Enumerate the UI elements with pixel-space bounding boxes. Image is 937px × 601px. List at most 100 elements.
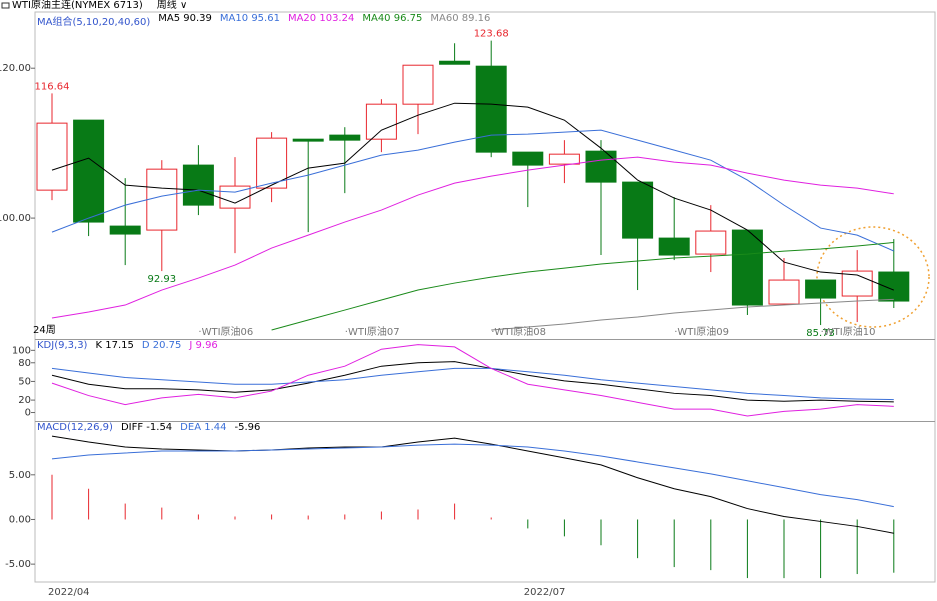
candle-body bbox=[365, 103, 397, 140]
candle-body bbox=[329, 134, 361, 141]
candle-body bbox=[292, 138, 324, 142]
symbol[interactable]: WTI原油主连(NYMEX 6713) bbox=[12, 0, 143, 11]
candle-body bbox=[768, 279, 800, 305]
line-ma40 bbox=[271, 241, 894, 331]
legend-value: 89.16 bbox=[461, 13, 491, 24]
legend-value: 95.61 bbox=[251, 13, 280, 24]
kdj-legend: KDJ(9,3,3) K 17.15 D 20.75 J 9.96 bbox=[37, 340, 218, 351]
candle-body bbox=[475, 65, 507, 153]
candle-body bbox=[402, 64, 434, 105]
indicator[interactable]: MA组合(5,10,20,40,60) bbox=[37, 17, 151, 28]
candle-body bbox=[73, 119, 105, 223]
legend-name: DIFF bbox=[120, 422, 144, 433]
legend-value: 1.44 bbox=[204, 422, 227, 433]
low-label: 92.93 bbox=[147, 274, 176, 285]
legend-item: K 17.15 bbox=[95, 340, 133, 351]
legend-value: 90.39 bbox=[183, 13, 212, 24]
line-d bbox=[51, 367, 894, 401]
legend-item: MA10 95.61 bbox=[220, 13, 280, 28]
line-diff bbox=[51, 435, 894, 534]
title-bar: WTI原油主连(NYMEX 6713) 周线 ∨ bbox=[12, 0, 187, 12]
candle-body bbox=[512, 151, 544, 166]
line-k bbox=[51, 361, 894, 403]
legend-item: MA60 89.16 bbox=[430, 13, 490, 28]
legend-item: MA5 90.39 bbox=[158, 13, 212, 28]
indicator[interactable]: KDJ(9,3,3) bbox=[37, 340, 88, 351]
frame bbox=[34, 11, 936, 583]
candle-body bbox=[439, 60, 471, 65]
candle-body bbox=[695, 230, 727, 255]
legend-item: DEA 1.44 bbox=[180, 422, 226, 433]
periods-label: 24周 bbox=[33, 324, 56, 336]
candle-body bbox=[622, 181, 654, 239]
legend-value: 96.75 bbox=[393, 13, 423, 24]
contract-label: ·WTI原油10 bbox=[821, 325, 876, 338]
line-ma10 bbox=[51, 129, 894, 252]
legend-item: MA20 103.24 bbox=[288, 13, 354, 28]
candle-body bbox=[548, 153, 580, 165]
legend-item: MA40 96.75 bbox=[362, 13, 422, 28]
legend-name: J bbox=[189, 340, 193, 351]
y-tick-label: 5.00 bbox=[9, 470, 31, 481]
plot bbox=[51, 435, 895, 579]
y-tick-label: 0 bbox=[25, 408, 31, 419]
macd-legend: MACD(12,26,9) DIFF -1.54 DEA 1.44 -5.96 bbox=[37, 422, 260, 433]
y-tick-label: 80 bbox=[18, 358, 31, 369]
legend-item: J 9.96 bbox=[189, 340, 217, 351]
y-tick-label: 120.00 bbox=[0, 63, 31, 74]
legend-name: MA20 bbox=[287, 13, 317, 24]
candle-body bbox=[146, 168, 178, 231]
indicator[interactable]: MACD(12,26,9) bbox=[37, 422, 113, 433]
line-ma60 bbox=[491, 298, 894, 331]
contract-label: ·WTI原油08 bbox=[491, 325, 546, 338]
candle-body bbox=[256, 137, 288, 189]
contract-label: ·WTI原油09 bbox=[674, 325, 729, 338]
candle-body bbox=[36, 122, 68, 191]
legend-name: MA10 bbox=[219, 13, 249, 24]
x-tick-label: 2022/07 bbox=[524, 587, 566, 598]
contract-label: ·WTI原油07 bbox=[345, 325, 400, 338]
legend-value: -5.96 bbox=[234, 422, 261, 433]
line-ma20 bbox=[51, 156, 894, 319]
y-tick-label: 0.00 bbox=[9, 514, 31, 525]
legend-value: 20.75 bbox=[152, 340, 182, 351]
legend-value: 9.96 bbox=[195, 340, 218, 351]
legend-item: D 20.75 bbox=[142, 340, 182, 351]
plot bbox=[36, 40, 910, 331]
candle-body bbox=[731, 229, 763, 306]
candle-body bbox=[585, 150, 617, 183]
low-label: 85.73 bbox=[806, 328, 835, 339]
legend-name: MA5 bbox=[158, 13, 181, 24]
candle-body bbox=[658, 237, 690, 256]
line-dea bbox=[51, 443, 894, 508]
ma-legend: MA组合(5,10,20,40,60) MA5 90.39 MA10 95.61 MA… bbox=[37, 13, 490, 28]
y-tick-label: 20 bbox=[18, 395, 31, 406]
contract-label: ·WTI原油06 bbox=[198, 325, 253, 338]
high-label: 116.64 bbox=[35, 81, 70, 92]
candle-body bbox=[878, 271, 910, 302]
legend-value: -1.54 bbox=[146, 422, 173, 433]
candle-body bbox=[182, 164, 214, 206]
line-j bbox=[51, 344, 894, 417]
x-tick-label: 2022/04 bbox=[48, 587, 90, 598]
candle-body bbox=[805, 279, 837, 299]
legend-item: DIFF -1.54 bbox=[121, 422, 172, 433]
period[interactable]: 周线 bbox=[156, 0, 177, 11]
plot bbox=[51, 344, 894, 417]
y-tick-label: 100 bbox=[12, 345, 31, 356]
line-ma5 bbox=[51, 102, 894, 291]
legend-value: 103.24 bbox=[319, 13, 355, 24]
y-tick-label: 100.00 bbox=[0, 213, 31, 224]
y-tick-label: -5.00 bbox=[5, 559, 31, 570]
legend-name: K bbox=[95, 340, 103, 351]
y-tick-label: 50 bbox=[18, 376, 31, 387]
menu-icon[interactable] bbox=[1, 2, 10, 9]
legend-value: 17.15 bbox=[105, 340, 134, 351]
legend-name: MA60 bbox=[430, 13, 459, 24]
legend-name: DEA bbox=[180, 422, 202, 433]
legend-name: D bbox=[141, 340, 150, 351]
candle-body bbox=[109, 225, 141, 235]
period-selector[interactable]: 周线 ∨ bbox=[156, 0, 188, 11]
